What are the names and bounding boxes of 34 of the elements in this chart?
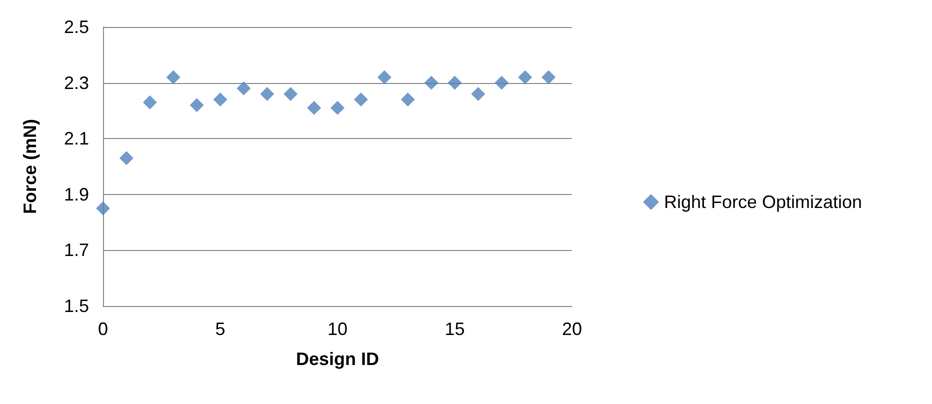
point <box>284 86 298 101</box>
y-tick-label: 2.1 <box>64 128 89 149</box>
point <box>96 201 110 216</box>
x-tick-label: 0 <box>98 319 108 339</box>
point <box>354 92 368 107</box>
y-tick-label: 1.7 <box>64 240 89 260</box>
y-tick-label: 2.3 <box>64 72 89 93</box>
point <box>424 76 438 90</box>
point <box>448 76 462 90</box>
x-axis-title: Design ID <box>296 349 380 369</box>
point <box>518 70 532 84</box>
point <box>400 92 415 107</box>
point <box>213 92 228 107</box>
point <box>260 86 274 101</box>
point <box>236 81 251 96</box>
point <box>142 95 157 110</box>
point <box>307 100 322 115</box>
point <box>166 70 180 84</box>
point <box>377 70 392 84</box>
x-tick-label: 15 <box>444 319 465 339</box>
point <box>494 76 509 90</box>
y-tick-label: 1.9 <box>64 184 89 204</box>
point <box>542 70 556 84</box>
x-tick-label: 20 <box>562 319 582 339</box>
point <box>471 86 486 101</box>
x-tick-label: 10 <box>327 319 348 339</box>
legend-label: Right Force Optimization <box>664 192 862 212</box>
y-tick-label: 2.5 <box>64 17 89 37</box>
y-tick-label: 1.5 <box>64 296 89 316</box>
point <box>330 100 344 115</box>
point <box>190 98 204 112</box>
x-tick-label: 5 <box>215 319 226 339</box>
y-axis-title: Force (mN) <box>20 118 40 214</box>
point <box>119 151 134 166</box>
